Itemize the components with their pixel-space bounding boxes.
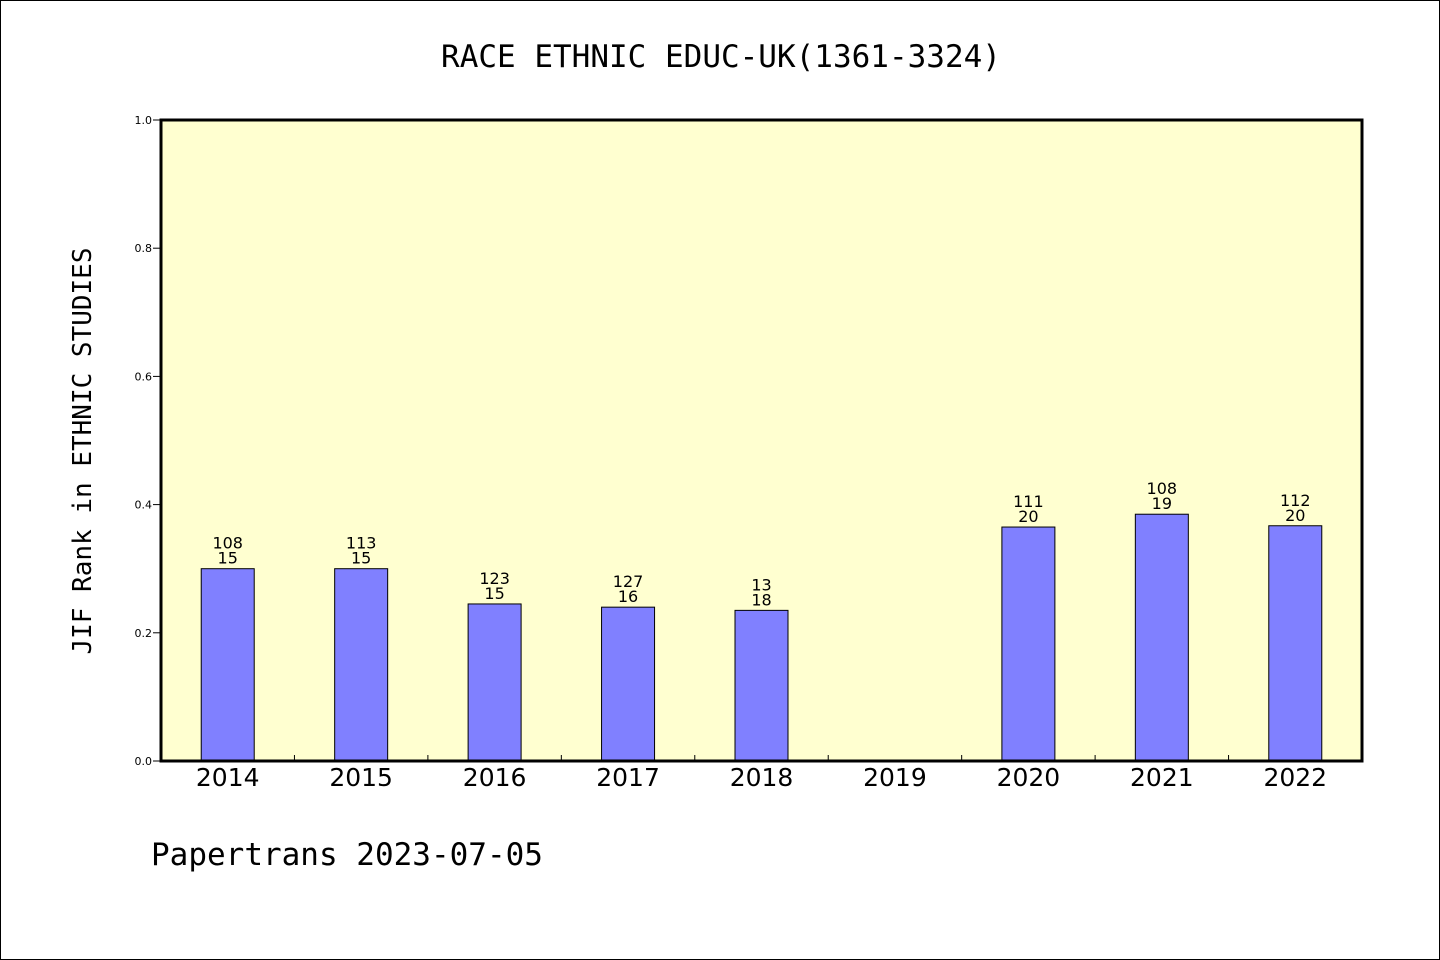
bar-label-bottom: 16 bbox=[618, 587, 638, 606]
bar-label-bottom: 19 bbox=[1152, 494, 1172, 513]
x-tick-label: 2022 bbox=[1263, 763, 1327, 792]
bar-label-top: 13 bbox=[751, 575, 771, 594]
bar-label-top: 111 bbox=[1013, 492, 1044, 511]
y-axis-label: JIF Rank in ETHNIC STUDIES bbox=[68, 248, 98, 655]
x-tick-label: 2016 bbox=[463, 763, 527, 792]
bar-label-bottom: 18 bbox=[751, 590, 771, 609]
bar-label-top: 108 bbox=[1147, 479, 1178, 498]
bar-label-top: 108 bbox=[212, 534, 243, 553]
footer-watermark: Papertrans 2023-07-05 bbox=[151, 837, 543, 873]
chart-title: RACE ETHNIC EDUC-UK(1361-3324) bbox=[441, 39, 1001, 75]
x-tick-label: 2014 bbox=[196, 763, 260, 792]
bar-label-bottom: 20 bbox=[1018, 507, 1038, 526]
bar-2022 bbox=[1268, 525, 1323, 762]
bar-label-bottom: 15 bbox=[484, 584, 504, 603]
bar-2014 bbox=[200, 568, 255, 762]
bar-2015 bbox=[334, 568, 389, 762]
bar-2016 bbox=[467, 603, 522, 762]
y-axis-ticks: 0.0 0.2 0.4 0.6 0.8 1.0 bbox=[135, 114, 161, 768]
bar-label-top: 127 bbox=[613, 572, 644, 591]
y-tick-label: 0.4 bbox=[135, 499, 153, 512]
x-tick-label: 2021 bbox=[1130, 763, 1194, 792]
bar-2020 bbox=[1001, 526, 1056, 762]
bar-2021 bbox=[1134, 513, 1189, 762]
bar-series bbox=[200, 513, 1323, 762]
y-tick-label: 0.6 bbox=[135, 370, 153, 383]
x-tick-label: 2017 bbox=[596, 763, 660, 792]
x-tick-label: 2020 bbox=[997, 763, 1061, 792]
x-axis-ticks: 2014 2015 2016 2017 2018 2019 2020 2021 2022 bbox=[196, 755, 1327, 792]
bar-label-top: 113 bbox=[346, 534, 377, 553]
bar-2017 bbox=[601, 606, 656, 762]
bar-label-top: 112 bbox=[1280, 491, 1311, 510]
y-tick-label: 0.2 bbox=[135, 627, 153, 640]
y-tick-label: 0.8 bbox=[135, 242, 153, 255]
plot-border bbox=[159, 118, 1364, 763]
y-tick-label: 0.0 bbox=[135, 755, 153, 768]
x-tick-label: 2018 bbox=[730, 763, 794, 792]
bar-2018 bbox=[734, 609, 789, 762]
bar-label-bottom: 20 bbox=[1285, 506, 1305, 525]
bar-label-bottom: 15 bbox=[351, 549, 371, 568]
bar-label-bottom: 15 bbox=[218, 549, 238, 568]
y-tick-label: 1.0 bbox=[135, 114, 153, 127]
x-tick-label: 2015 bbox=[329, 763, 393, 792]
x-tick-label: 2019 bbox=[863, 763, 927, 792]
bar-label-top: 123 bbox=[479, 569, 510, 588]
